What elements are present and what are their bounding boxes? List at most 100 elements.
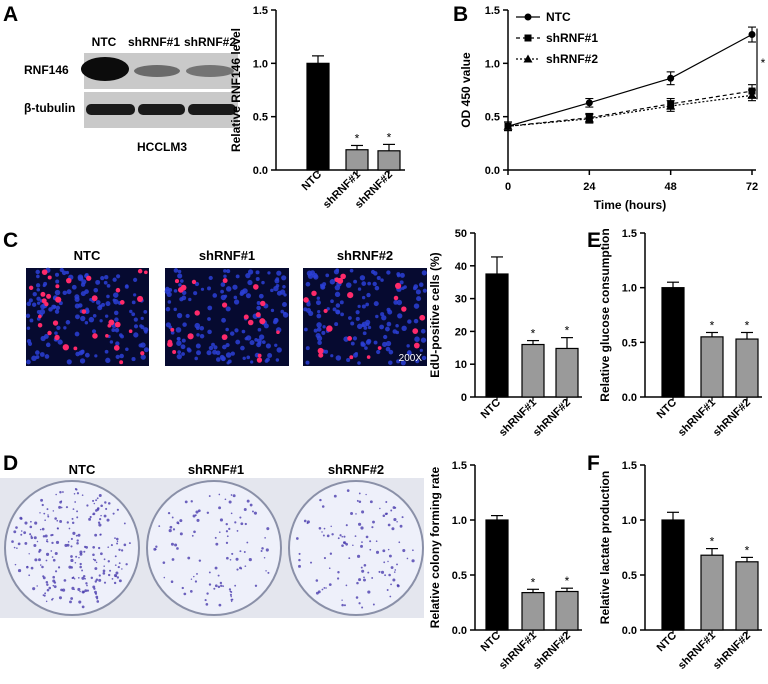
colony xyxy=(52,597,54,600)
nucleus xyxy=(401,325,407,332)
y-tick-label: 1.5 xyxy=(253,5,268,17)
nucleus xyxy=(45,342,51,348)
colony xyxy=(346,489,350,492)
edu-positive-cell xyxy=(256,357,263,363)
nucleus xyxy=(206,350,212,356)
colony xyxy=(93,502,96,505)
colony xyxy=(55,493,57,496)
colony xyxy=(106,518,110,522)
colony xyxy=(318,526,322,530)
nucleus xyxy=(115,354,120,360)
colony xyxy=(95,509,98,512)
nucleus xyxy=(245,293,252,299)
colony xyxy=(219,581,223,585)
colony xyxy=(219,518,224,522)
colony xyxy=(267,571,270,574)
edu-positive-cell xyxy=(47,275,52,280)
colony xyxy=(389,595,392,598)
colony-dish-shrnf2 xyxy=(288,480,424,616)
colony xyxy=(94,533,98,537)
edu-positive-cell xyxy=(41,298,47,304)
nucleus xyxy=(376,349,381,355)
colony xyxy=(171,516,174,519)
colony xyxy=(70,545,73,548)
nucleus xyxy=(144,330,148,334)
bar xyxy=(485,273,509,398)
colony xyxy=(341,544,344,547)
colony xyxy=(298,552,301,555)
colony xyxy=(218,531,221,533)
colony xyxy=(45,600,48,603)
nucleus xyxy=(199,333,205,339)
nucleus xyxy=(52,305,57,309)
colony xyxy=(230,600,233,603)
colony xyxy=(246,541,249,544)
nucleus xyxy=(95,300,101,305)
nucleus xyxy=(131,357,136,362)
colony xyxy=(82,575,86,578)
nucleus xyxy=(133,293,137,297)
x-tick-label: shRNF#2 xyxy=(531,397,573,439)
nucleus xyxy=(140,342,146,348)
nucleus xyxy=(345,282,352,288)
colony xyxy=(372,520,375,524)
nucleus xyxy=(230,351,235,356)
colony xyxy=(402,548,406,553)
colony xyxy=(343,604,346,607)
nucleus xyxy=(367,325,372,330)
nucleus xyxy=(365,302,370,307)
colony xyxy=(181,586,184,590)
x-tick-label: 72 xyxy=(746,181,758,193)
nucleus xyxy=(178,283,182,287)
colony xyxy=(54,551,58,555)
nucleus xyxy=(385,326,390,332)
nucleus xyxy=(56,325,61,330)
colony xyxy=(218,603,222,607)
nucleus xyxy=(352,336,358,341)
colony xyxy=(96,597,99,600)
nucleus xyxy=(103,280,108,285)
colony xyxy=(228,588,232,591)
y-axis-title: Relative glucose consumption xyxy=(598,228,612,401)
nucleus xyxy=(386,307,391,312)
nucleus xyxy=(43,281,48,286)
edu-positive-cell xyxy=(81,309,87,314)
colony xyxy=(172,528,176,531)
nucleus xyxy=(364,346,368,350)
colony xyxy=(24,542,28,545)
nucleus xyxy=(89,297,93,302)
colony xyxy=(240,568,243,570)
nucleus xyxy=(270,308,275,313)
nucleus xyxy=(215,357,221,362)
significance-mark: * xyxy=(745,318,750,332)
colony xyxy=(298,558,301,562)
edu-positive-cell xyxy=(366,355,371,359)
colony xyxy=(30,536,34,540)
colony xyxy=(75,534,78,537)
colony xyxy=(51,541,54,545)
colony xyxy=(70,537,73,541)
significance-mark: * xyxy=(531,575,536,589)
colony xyxy=(54,517,57,520)
colony xyxy=(158,525,161,528)
colony xyxy=(99,517,102,521)
nucleus xyxy=(388,360,393,365)
colony xyxy=(50,550,53,552)
nucleus xyxy=(363,326,368,330)
colony xyxy=(367,590,371,594)
nucleus xyxy=(208,275,213,281)
colony xyxy=(17,568,22,573)
nucleus xyxy=(133,332,139,338)
nucleus xyxy=(28,298,33,303)
data-point xyxy=(523,54,533,63)
nucleus xyxy=(143,347,149,353)
nucleus xyxy=(393,300,399,305)
colony xyxy=(190,500,193,503)
y-tick-label: 0.0 xyxy=(485,165,500,177)
colony xyxy=(246,499,250,503)
nucleus xyxy=(385,346,391,352)
y-tick-label: 0.0 xyxy=(452,625,467,637)
colony xyxy=(345,524,348,527)
edu-positive-cell xyxy=(347,336,353,341)
bar xyxy=(377,150,401,171)
